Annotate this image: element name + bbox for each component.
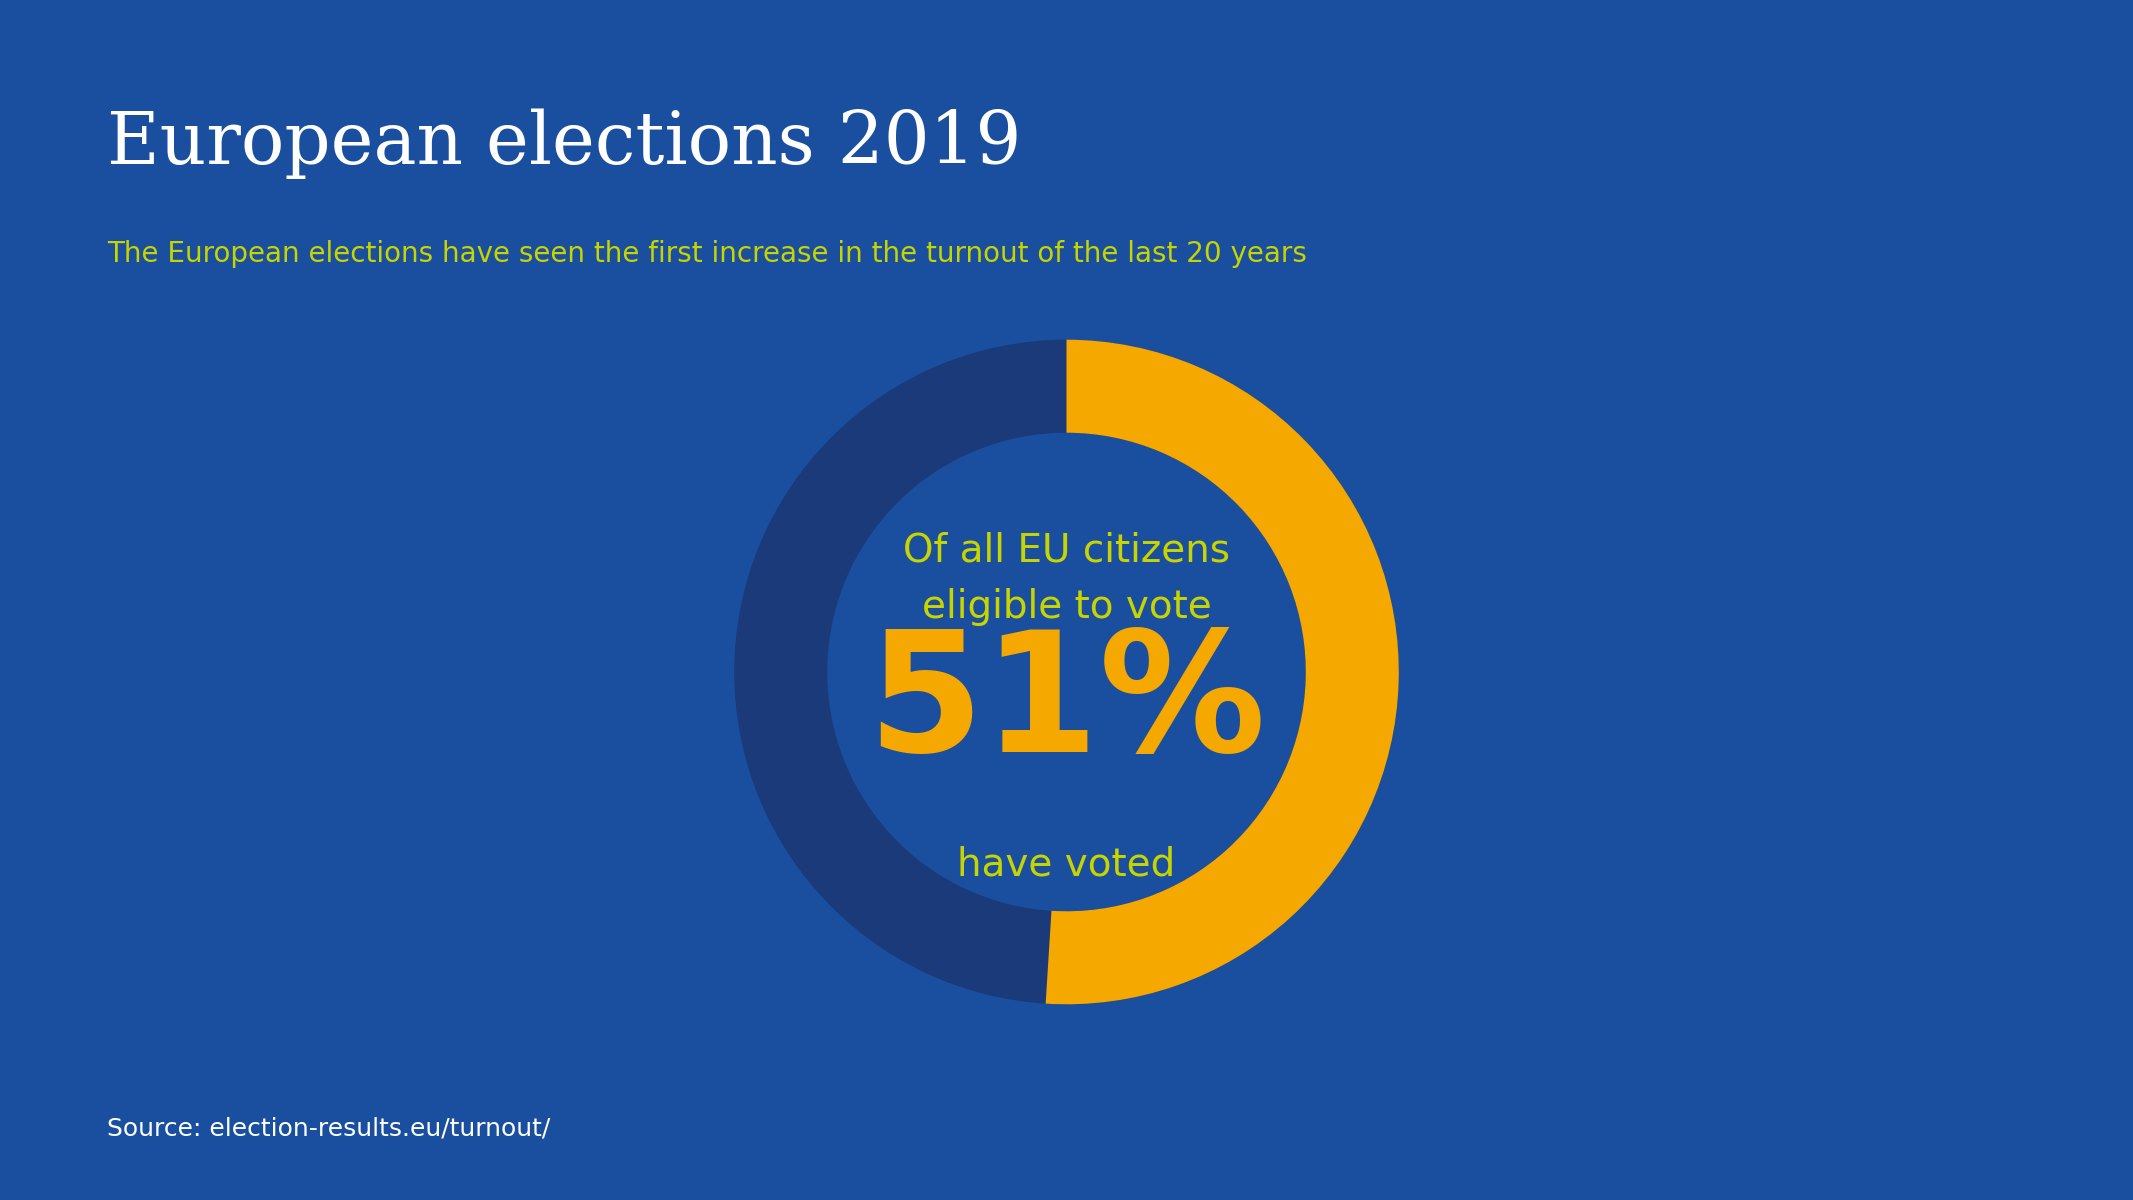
Text: 51%: 51% [868,624,1265,787]
Wedge shape [734,340,1399,1004]
Wedge shape [1045,340,1399,1004]
Text: Source: election-results.eu/turnout/: Source: election-results.eu/turnout/ [107,1116,550,1140]
Text: have voted: have voted [958,846,1175,883]
Text: The European elections have seen the first increase in the turnout of the last 2: The European elections have seen the fir… [107,240,1308,268]
Text: European elections 2019: European elections 2019 [107,108,1022,179]
Text: Of all EU citizens
eligible to vote: Of all EU citizens eligible to vote [902,532,1231,626]
